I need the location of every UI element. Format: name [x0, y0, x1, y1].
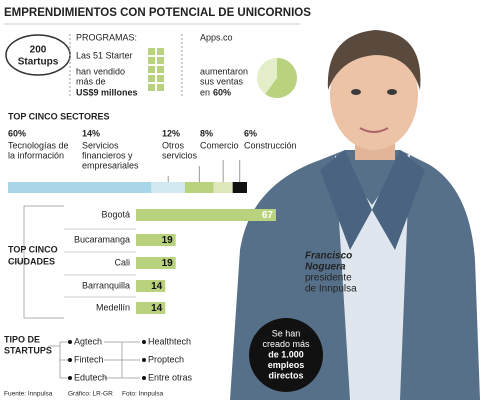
jobs-text: directos	[268, 370, 303, 380]
sector-bar	[213, 182, 233, 193]
square	[148, 57, 155, 64]
sector-pct: 12%	[162, 128, 180, 138]
programs-heading: PROGRAMAS:	[76, 32, 137, 42]
pie-slice	[265, 58, 297, 98]
apps-name: Apps.co	[200, 32, 233, 42]
footer: Foto: Innpulsa	[122, 391, 164, 398]
square	[157, 48, 164, 55]
square	[148, 48, 155, 55]
city-value: 14	[151, 281, 163, 292]
apps-line: en	[200, 87, 210, 97]
cities-heading: TOP CINCO	[8, 244, 58, 254]
square	[148, 75, 155, 82]
type-name: Agtech	[74, 336, 102, 346]
person-name: Francisco	[305, 251, 352, 262]
apps-share: 60%	[213, 87, 231, 97]
type-name: Healthtech	[148, 336, 191, 346]
sector-bar	[151, 182, 185, 193]
city-label: Barranquilla	[82, 280, 130, 290]
apps-line: aumentaron	[200, 66, 248, 76]
sector-bar	[8, 182, 152, 193]
footer: Gráfico: LR-GR	[68, 391, 113, 398]
squares-icon	[148, 48, 164, 91]
type-name: Entre otras	[148, 372, 193, 382]
city-value: 14	[151, 303, 163, 314]
bullet	[68, 340, 72, 344]
person-role: de Innpulsa	[305, 284, 357, 295]
sectors-heading: TOP CINCO SECTORES	[8, 111, 110, 121]
square	[157, 57, 164, 64]
footer: Fuente: Innpulsa	[4, 391, 53, 398]
city-bar	[136, 257, 176, 269]
type-name: Edutech	[74, 372, 107, 382]
city-bar	[136, 302, 166, 314]
badge-number: 200	[30, 45, 47, 56]
bullet	[68, 376, 72, 380]
square	[157, 75, 164, 82]
square	[148, 84, 155, 91]
city-label: Cali	[114, 257, 130, 267]
sector-pct: 60%	[8, 128, 26, 138]
sector-name: empresariales	[82, 160, 139, 170]
bullet	[142, 376, 146, 380]
city-value: 67	[262, 210, 274, 221]
programs-line: han vendido	[76, 66, 125, 76]
badge-label: Startups	[18, 57, 59, 68]
jobs-circle	[249, 318, 323, 392]
sector-name: Otros	[162, 140, 185, 150]
sector-bar	[232, 182, 247, 193]
bracket	[8, 205, 64, 319]
bullet	[142, 340, 146, 344]
square	[157, 84, 164, 91]
programs-line: más de	[76, 76, 106, 86]
person-name: Noguera	[305, 262, 346, 273]
bracket	[48, 341, 140, 379]
sector-bar	[184, 182, 214, 193]
city-bar	[136, 234, 176, 246]
jobs-text: Se han	[272, 328, 301, 338]
city-value: 19	[162, 235, 174, 246]
jobs-text: creado más	[262, 339, 310, 349]
square	[148, 66, 155, 73]
city-bar	[136, 280, 166, 292]
bullet	[142, 358, 146, 362]
sector-name: servicios	[162, 150, 198, 160]
programs-highlight: US$9 millones	[76, 87, 138, 97]
city-bar	[136, 209, 276, 221]
sector-pct: 14%	[82, 128, 100, 138]
sector-name: Tecnologías de	[8, 140, 69, 150]
jobs-text: de 1.000	[268, 349, 304, 359]
city-label: Medellín	[96, 302, 130, 312]
types-heading: STARTUPS	[4, 345, 52, 355]
bullet	[68, 358, 72, 362]
sector-name: Servicios	[82, 140, 119, 150]
apps-line: sus ventas	[200, 76, 244, 86]
cities-heading: CIUDADES	[8, 256, 55, 266]
city-label: Bogotá	[101, 209, 130, 219]
jobs-text: empleos	[268, 360, 305, 370]
sector-pct: 8%	[200, 128, 213, 138]
sector-pct: 6%	[244, 128, 257, 138]
sector-name: Construcción	[244, 140, 297, 150]
types-heading: TIPO DE	[4, 334, 40, 344]
sector-name: Comercio	[200, 140, 239, 150]
title: EMPRENDIMIENTOS CON POTENCIAL DE UNICORN…	[4, 7, 311, 19]
programs-line: Las 51 Starter	[76, 50, 133, 60]
type-name: Fintech	[74, 354, 104, 364]
city-label: Bucaramanga	[74, 234, 130, 244]
square	[157, 66, 164, 73]
sector-name: la información	[8, 150, 64, 160]
city-value: 19	[162, 258, 174, 269]
sector-name: financieros y	[82, 150, 133, 160]
person-role: presidente	[305, 273, 352, 284]
type-name: Proptech	[148, 354, 184, 364]
